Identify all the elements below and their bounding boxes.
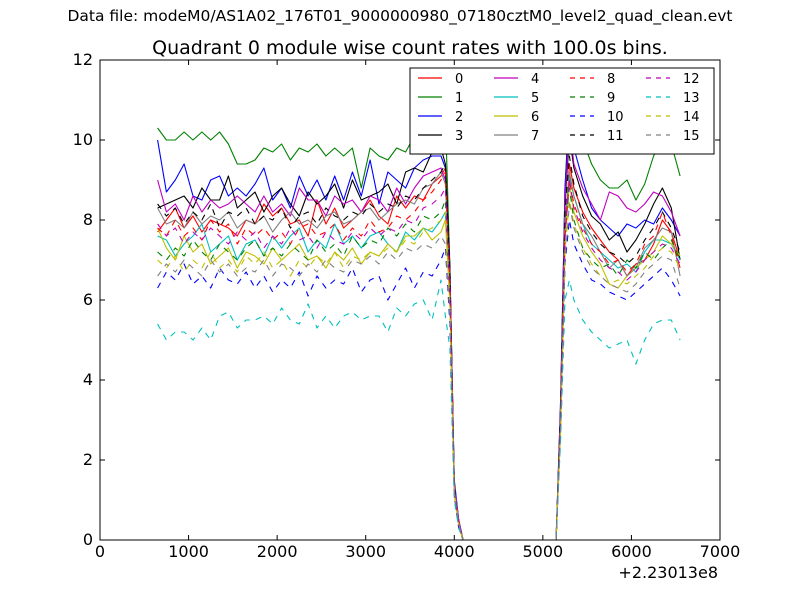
series-line-4 (157, 123, 681, 541)
series-line-7 (157, 171, 681, 541)
series-line-5 (157, 175, 681, 541)
y-tick-label: 2 (83, 450, 93, 469)
legend-label-1: 1 (455, 91, 463, 106)
legend-label-10: 10 (607, 110, 624, 125)
legend-label-8: 8 (607, 72, 615, 87)
y-tick-label: 8 (83, 210, 93, 229)
legend-label-12: 12 (683, 72, 700, 87)
legend-label-5: 5 (531, 91, 539, 106)
legend-label-11: 11 (607, 129, 624, 144)
series-line-13 (157, 279, 681, 541)
legend-label-4: 4 (531, 72, 539, 87)
x-tick-label: 5000 (522, 542, 563, 561)
legend-label-2: 2 (455, 110, 463, 125)
y-tick-label: 6 (83, 290, 93, 309)
x-tick-label: 2000 (257, 542, 298, 561)
legend-label-9: 9 (607, 91, 615, 106)
y-tick-label: 0 (83, 530, 93, 549)
chart-title: Quadrant 0 module wise count rates with … (152, 37, 668, 59)
series-line-9 (157, 187, 681, 541)
legend-label-15: 15 (683, 129, 700, 144)
legend-label-13: 13 (683, 91, 700, 106)
legend-label-7: 7 (531, 129, 539, 144)
x-tick-label: 0 (95, 542, 105, 561)
y-tick-label: 4 (83, 370, 93, 389)
legend-box (409, 67, 715, 155)
data-file-title: Data file: modeM0/AS1A02_176T01_90000009… (67, 7, 733, 25)
series-layer (157, 99, 681, 541)
x-tick-label: 6000 (611, 542, 652, 561)
legend-label-14: 14 (683, 110, 700, 125)
x-tick-label: 1000 (168, 542, 209, 561)
series-line-10 (157, 219, 681, 541)
series-line-0 (157, 163, 681, 541)
series-line-2 (157, 111, 681, 541)
series-line-14 (157, 199, 681, 541)
series-line-6 (157, 183, 681, 541)
y-tick-label: 10 (73, 130, 93, 149)
x-tick-label: 7000 (700, 542, 741, 561)
series-line-11 (157, 155, 681, 541)
legend-label-6: 6 (531, 110, 539, 125)
series-line-8 (157, 171, 681, 541)
series-line-15 (157, 203, 681, 541)
series-line-12 (157, 179, 681, 541)
legend-label-3: 3 (455, 129, 463, 144)
legend-label-0: 0 (455, 72, 463, 87)
series-line-1 (157, 99, 681, 541)
x-tick-label: 3000 (345, 542, 386, 561)
x-offset-label: +2.23013e8 (618, 563, 718, 582)
x-tick-label: 4000 (434, 542, 475, 561)
y-tick-label: 12 (73, 50, 93, 69)
series-line-3 (157, 135, 681, 541)
